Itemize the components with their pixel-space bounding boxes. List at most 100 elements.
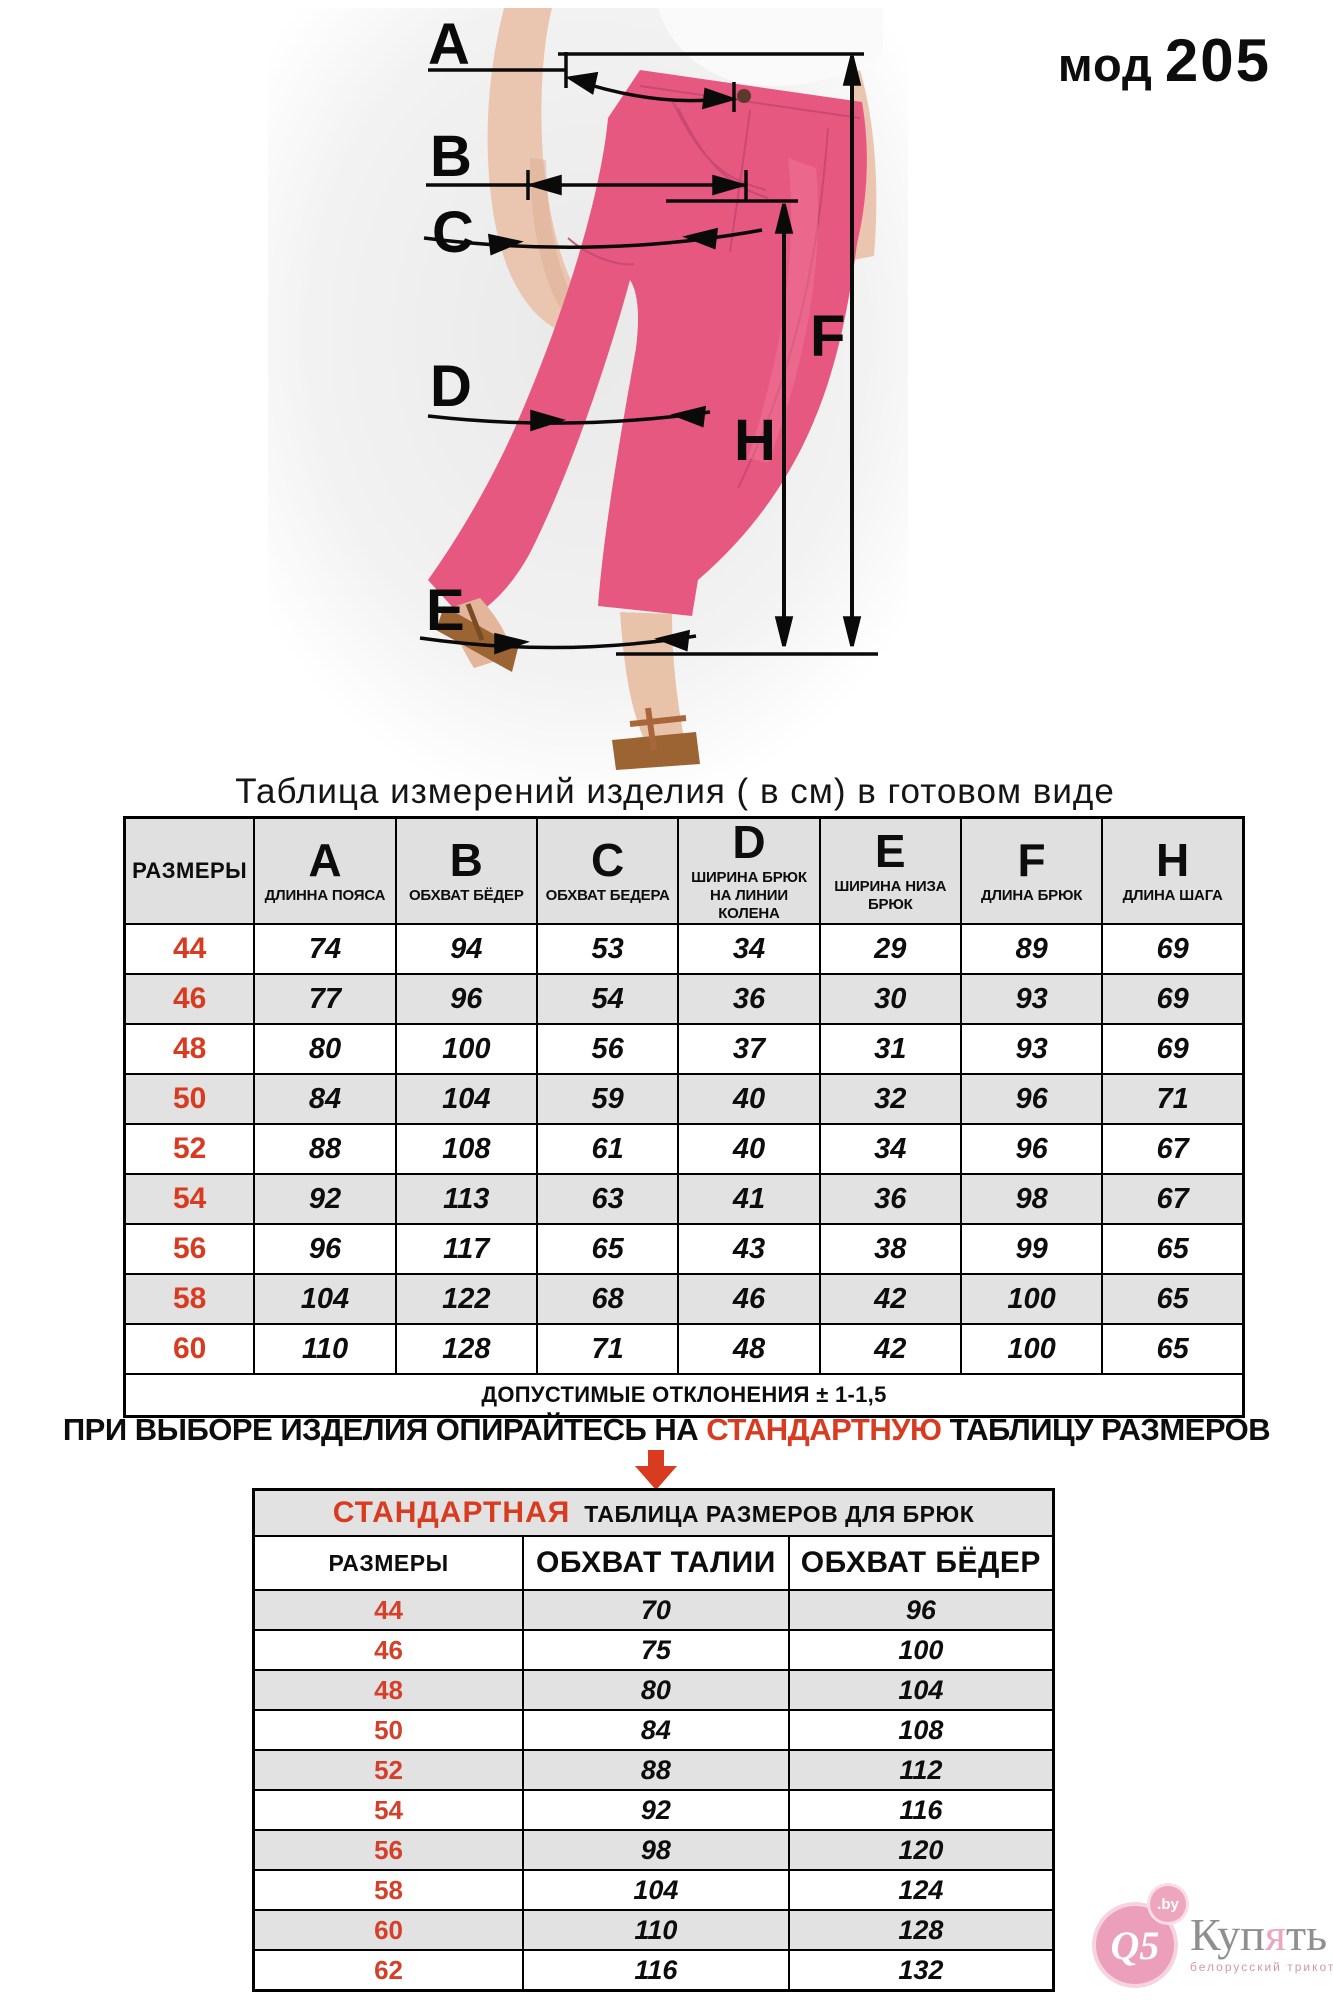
value-cell: 122 [394, 1273, 538, 1325]
size-cell: 48 [123, 1023, 256, 1075]
value-cell: 89 [959, 923, 1104, 975]
value-cell: 108 [394, 1123, 538, 1175]
value-cell: 93 [959, 1023, 1104, 1075]
value-cell: 32 [818, 1073, 962, 1125]
logo-by-badge: .by [1150, 1886, 1186, 1922]
tolerance-row: ДОПУСТИМЫЕ ОТКЛОНЕНИЯ ± 1-1,5 [123, 1373, 1245, 1418]
col-letter: H [1156, 834, 1190, 886]
header-col-c: C ОБХВАТ БЕДЕРА [535, 816, 680, 925]
label-f: F [810, 304, 845, 369]
size-cell: 48 [252, 1669, 525, 1711]
value-cell: 67 [1101, 1173, 1245, 1225]
table-row: 54 92 113 63 41 36 98 67 [123, 1173, 1245, 1225]
model-prefix: мод [1057, 38, 1153, 91]
hips-cell: 100 [787, 1629, 1055, 1671]
brand-end: ть [1286, 1909, 1328, 1960]
table-row: 44 70 96 [252, 1589, 1055, 1631]
logo-by-text: .by [1157, 1895, 1179, 1913]
pants-seams [567, 85, 861, 489]
waist-cell: 104 [522, 1869, 790, 1911]
header-waist: ОБХВАТ ТАЛИИ [522, 1535, 790, 1591]
col-letter: F [1017, 834, 1046, 886]
size-cell: 50 [123, 1073, 256, 1125]
value-cell: 98 [959, 1173, 1104, 1225]
value-cell: 96 [959, 1073, 1104, 1125]
header-sizes: РАЗМЕРЫ [252, 1535, 525, 1591]
pants-shape [428, 70, 867, 620]
value-cell: 38 [818, 1223, 962, 1275]
value-cell: 84 [253, 1073, 397, 1125]
table-row: 50 84 108 [252, 1709, 1055, 1751]
value-cell: 30 [818, 973, 962, 1025]
waist-cell: 92 [522, 1789, 790, 1831]
value-cell: 88 [253, 1123, 397, 1175]
value-cell: 77 [253, 973, 397, 1025]
value-cell: 56 [535, 1023, 680, 1075]
size-cell: 52 [123, 1123, 256, 1175]
col-label: ОБХВАТ БЁДЕР [408, 887, 524, 904]
value-cell: 34 [677, 923, 821, 975]
standard-size-table: СТАНДАРТНАЯ ТАБЛИЦА РАЗМЕРОВ ДЛЯ БРЮК РАЗ… [252, 1488, 1055, 1992]
brand-start: Куп [1190, 1909, 1265, 1960]
line-c [423, 228, 763, 250]
value-cell: 65 [1101, 1323, 1245, 1375]
table-row: 60 110 128 [252, 1909, 1055, 1951]
model-photo-illustration [428, 8, 883, 770]
value-cell: 99 [959, 1223, 1104, 1275]
measurement-lines [419, 52, 878, 656]
tolerance-note: ДОПУСТИМЫЕ ОТКЛОНЕНИЯ ± 1-1,5 [123, 1373, 1245, 1418]
logo-q5-text: Q5 [1110, 1922, 1160, 1968]
value-cell: 100 [959, 1323, 1104, 1375]
value-cell: 41 [677, 1173, 821, 1225]
table-row: 48 80 100 56 37 31 93 69 [123, 1023, 1245, 1075]
white-top [658, 8, 883, 87]
value-cell: 61 [535, 1123, 680, 1175]
header-col-b: B ОБХВАТ БЁДЕР [394, 816, 538, 925]
waist-button [737, 89, 751, 103]
value-cell: 65 [1101, 1223, 1245, 1275]
value-cell: 69 [1101, 973, 1245, 1025]
value-cell: 92 [253, 1173, 397, 1225]
hips-cell: 124 [787, 1869, 1055, 1911]
instruction-highlight: СТАНДАРТНУЮ [706, 1412, 942, 1447]
hips-cell: 104 [787, 1669, 1055, 1711]
hips-cell: 108 [787, 1709, 1055, 1751]
table-row: 48 80 104 [252, 1669, 1055, 1711]
header-sizes: РАЗМЕРЫ [123, 816, 256, 925]
value-cell: 96 [394, 973, 538, 1025]
arm-shadow [530, 158, 573, 308]
standard-table-title: СТАНДАРТНАЯ ТАБЛИЦА РАЗМЕРОВ ДЛЯ БРЮК [252, 1488, 1055, 1537]
value-cell: 96 [253, 1223, 397, 1275]
value-cell: 94 [394, 923, 538, 975]
standard-title-highlight: СТАНДАРТНАЯ [332, 1496, 571, 1529]
value-cell: 113 [394, 1173, 538, 1225]
measurement-diagram: A B C D E F H [268, 8, 908, 788]
measurement-table-title: Таблица измерений изделия ( в см) в гото… [235, 772, 1115, 811]
arrow-stem [648, 1450, 664, 1466]
value-cell: 63 [535, 1173, 680, 1225]
table-row: 44 74 94 53 34 29 89 69 [123, 923, 1245, 975]
header-col-d: D ШИРИНА БРЮК НА ЛИНИИ КОЛЕНА [677, 816, 821, 925]
value-cell: 104 [394, 1073, 538, 1125]
hips-cell: 112 [787, 1749, 1055, 1791]
arrow-head [635, 1466, 677, 1490]
table-row: 52 88 108 61 40 34 96 67 [123, 1123, 1245, 1175]
label-e: E [426, 578, 465, 643]
value-cell: 31 [818, 1023, 962, 1075]
table-row: 54 92 116 [252, 1789, 1055, 1831]
value-cell: 74 [253, 923, 397, 975]
col-label: ДЛИННА ПОЯСА [264, 887, 386, 904]
value-cell: 100 [959, 1273, 1104, 1325]
value-cell: 42 [818, 1273, 962, 1325]
logo-q5-circle: Q5 [1096, 1906, 1174, 1984]
standard-table-header-row: РАЗМЕРЫ ОБХВАТ ТАЛИИ ОБХВАТ БЁДЕР [252, 1535, 1055, 1591]
size-cell: 50 [252, 1709, 525, 1751]
back-sandal-strap [465, 603, 485, 641]
value-cell: 48 [677, 1323, 821, 1375]
value-cell: 59 [535, 1073, 680, 1125]
table-row: 58 104 122 68 46 42 100 65 [123, 1273, 1245, 1325]
standard-table-title-row: СТАНДАРТНАЯ ТАБЛИЦА РАЗМЕРОВ ДЛЯ БРЮК [252, 1488, 1055, 1537]
waist-cell: 70 [522, 1589, 790, 1631]
logo-tagline: белорусский трикотаж [1190, 1960, 1333, 1974]
value-cell: 71 [1101, 1073, 1245, 1125]
